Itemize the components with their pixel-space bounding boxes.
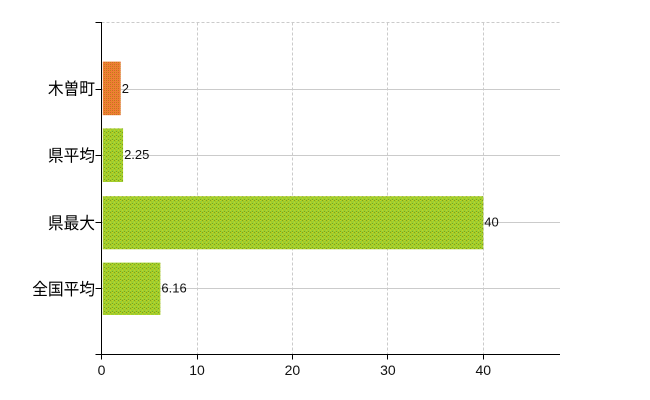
svg-text:40: 40	[476, 362, 492, 378]
svg-text:40: 40	[484, 215, 498, 230]
svg-text:30: 30	[380, 362, 396, 378]
svg-text:2: 2	[122, 81, 129, 96]
svg-text:2.25: 2.25	[124, 147, 149, 162]
svg-text:10: 10	[189, 362, 205, 378]
svg-text:20: 20	[285, 362, 301, 378]
svg-text:0: 0	[98, 362, 106, 378]
svg-text:6.16: 6.16	[161, 281, 186, 296]
